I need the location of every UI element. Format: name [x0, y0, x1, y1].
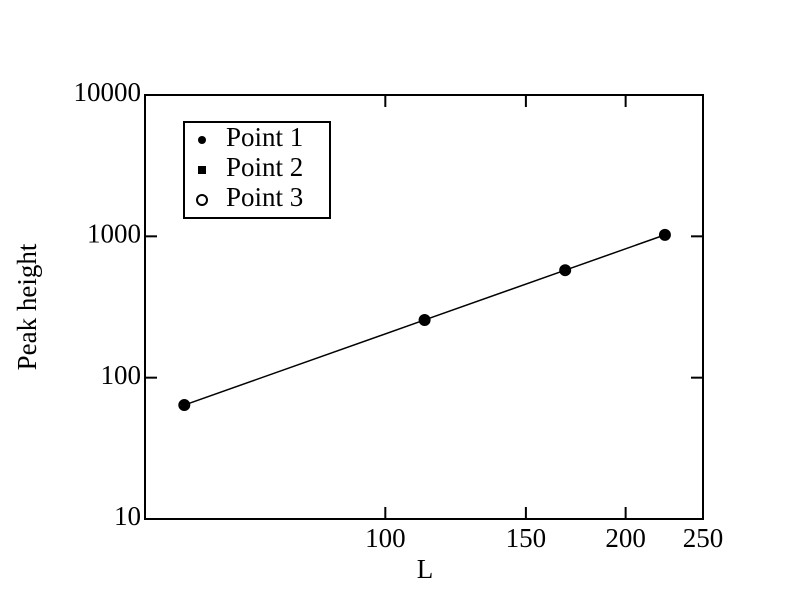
point: [561, 266, 570, 275]
point: [418, 313, 431, 326]
point: [420, 315, 429, 324]
y-tick-label: 10: [114, 501, 141, 531]
point: [559, 264, 572, 277]
legend-marker: [198, 166, 206, 174]
y-tick-label: 1000: [87, 219, 141, 249]
y-axis-label: Peak height: [12, 243, 42, 370]
series-line: [184, 234, 666, 406]
legend-marker: [198, 136, 206, 144]
x-tick-label: 200: [605, 523, 646, 553]
legend-label: Point 1: [226, 122, 303, 152]
x-tick-label: 150: [506, 523, 547, 553]
point: [180, 401, 189, 410]
point: [658, 228, 671, 241]
point: [660, 230, 669, 239]
y-tick-label: 10000: [74, 77, 142, 107]
x-tick-label: 100: [365, 523, 406, 553]
x-axis-label: L: [417, 554, 434, 584]
point: [178, 399, 191, 412]
legend-label: Point 2: [226, 152, 303, 182]
legend-label: Point 3: [226, 182, 303, 212]
y-tick-label: 100: [101, 360, 142, 390]
plot-frame: [144, 94, 704, 520]
x-tick-label: 250: [683, 523, 724, 553]
legend-box: [183, 121, 331, 219]
legend-marker: [196, 194, 208, 206]
